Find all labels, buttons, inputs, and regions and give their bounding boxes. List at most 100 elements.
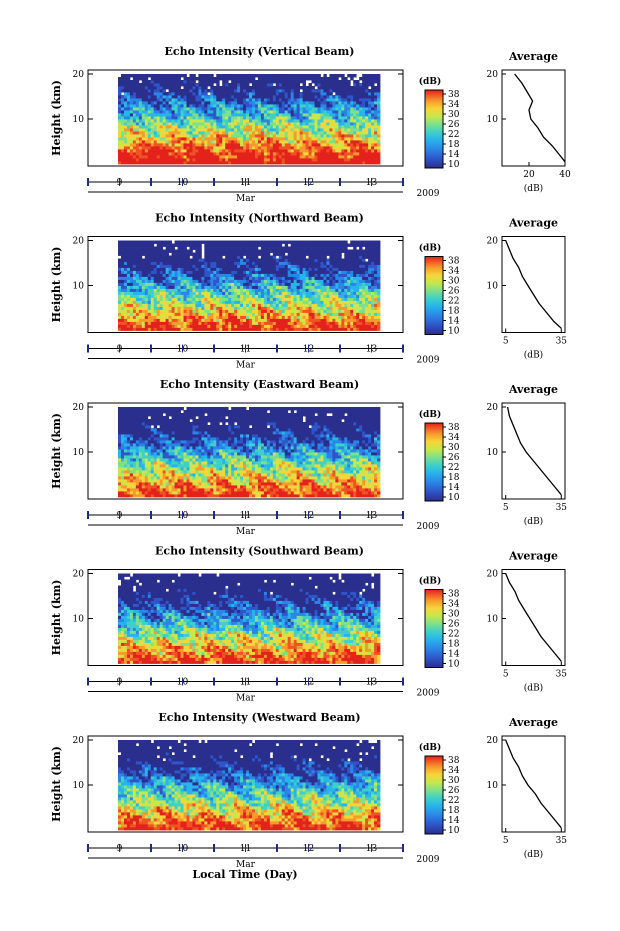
heatmap-cell <box>359 131 363 135</box>
heatmap-cell <box>180 110 184 114</box>
heatmap-cell <box>147 279 152 283</box>
heatmap-cell <box>371 252 375 256</box>
heatmap-cell <box>225 264 229 268</box>
heatmap-cell <box>222 74 226 78</box>
heatmap-cell <box>150 149 155 153</box>
heatmap-cell <box>269 255 274 259</box>
heatmap-cell <box>362 255 366 259</box>
heatmap-cell <box>371 152 375 156</box>
heatmap-cell <box>314 318 318 322</box>
heatmap-cell <box>135 312 140 316</box>
heatmap-cell <box>219 158 223 162</box>
heatmap-cell <box>350 110 354 114</box>
heatmap-cell <box>198 131 202 135</box>
heatmap-cell <box>162 291 167 295</box>
heatmap-cell <box>234 104 238 108</box>
heatmap-cell <box>350 113 354 117</box>
heatmap-cell <box>225 89 229 93</box>
heatmap-cell <box>359 285 363 289</box>
heatmap-cell <box>231 137 235 141</box>
heatmap-cell <box>141 146 146 150</box>
heatmap-cell <box>150 291 155 295</box>
heatmap-cell <box>323 77 327 81</box>
heatmap-cell <box>147 312 152 316</box>
heatmap-cell <box>365 80 369 84</box>
heatmap-cell <box>353 89 357 93</box>
heatmap-cell <box>147 261 152 265</box>
heatmap-cell <box>281 110 286 114</box>
heatmap-cell <box>249 161 253 165</box>
heatmap-cell <box>344 306 348 310</box>
heatmap-cell <box>228 276 232 280</box>
heatmap-cell <box>290 77 295 81</box>
heatmap-cell <box>126 267 131 271</box>
heatmap-cell <box>162 285 167 289</box>
heatmap-cell <box>144 306 149 310</box>
heatmap-cell <box>365 285 369 289</box>
heatmap-cell <box>257 276 262 280</box>
heatmap-cell <box>293 140 298 144</box>
heatmap-cell <box>195 306 199 310</box>
heatmap-cell <box>192 137 196 141</box>
heatmap-cell <box>126 122 131 126</box>
heatmap-cell <box>290 107 295 111</box>
heatmap-cell <box>219 98 223 102</box>
heatmap-cell <box>305 137 309 141</box>
heatmap-cell <box>231 300 235 304</box>
heatmap-cell <box>323 255 327 259</box>
heatmap-cell <box>243 318 247 322</box>
heatmap-cell <box>129 155 134 159</box>
heatmap-cell <box>123 101 128 105</box>
heatmap-cell <box>225 297 229 301</box>
heatmap-cell <box>183 122 187 126</box>
heatmap-cell <box>317 80 321 84</box>
heatmap-cell <box>174 255 178 259</box>
heatmap-cell <box>249 282 253 286</box>
heatmap-cell <box>153 155 158 159</box>
heatmap-cell <box>290 309 295 313</box>
heatmap-cell <box>132 306 137 310</box>
heatmap-cell <box>228 74 232 78</box>
heatmap-cell <box>350 261 354 265</box>
heatmap-cell <box>371 113 375 117</box>
heatmap-cell <box>287 83 292 87</box>
heatmap-cell <box>192 131 196 135</box>
heatmap-cell <box>263 146 268 150</box>
heatmap-cell <box>228 110 232 114</box>
heatmap-cell <box>356 279 360 283</box>
heatmap-cell <box>189 249 193 253</box>
heatmap-cell <box>165 291 170 295</box>
heatmap-cell <box>293 125 298 129</box>
heatmap-cell <box>201 107 205 111</box>
heatmap-cell <box>129 285 134 289</box>
heatmap-cell <box>129 279 134 283</box>
heatmap-cell <box>201 161 205 165</box>
heatmap-cell <box>311 291 315 295</box>
heatmap-cell <box>374 318 378 322</box>
heatmap-cell <box>287 161 292 165</box>
heatmap-cell <box>126 318 131 322</box>
heatmap-cell <box>240 101 244 105</box>
heatmap-cell <box>144 267 149 271</box>
heatmap-cell <box>284 249 289 253</box>
heatmap-cell <box>278 318 283 322</box>
heatmap-cell <box>287 116 292 120</box>
heatmap-cell <box>147 303 152 307</box>
heatmap-cell <box>374 128 378 132</box>
heatmap-cell <box>162 86 167 90</box>
heatmap-cell <box>192 276 196 280</box>
heatmap-cell <box>287 152 292 156</box>
heatmap-cell <box>296 89 301 93</box>
heatmap-cell <box>162 261 167 265</box>
heatmap-cell <box>368 318 372 322</box>
heatmap-cell <box>371 264 375 268</box>
heatmap-cell <box>314 101 318 105</box>
heatmap-cell <box>254 270 259 274</box>
heatmap-cell <box>356 318 360 322</box>
heatmap-cell <box>272 261 277 265</box>
heatmap-cell <box>210 92 214 96</box>
heatmap-cell <box>347 119 351 123</box>
heatmap-cell <box>228 161 232 165</box>
heatmap-cell <box>326 264 330 268</box>
heatmap-cell <box>377 77 381 81</box>
